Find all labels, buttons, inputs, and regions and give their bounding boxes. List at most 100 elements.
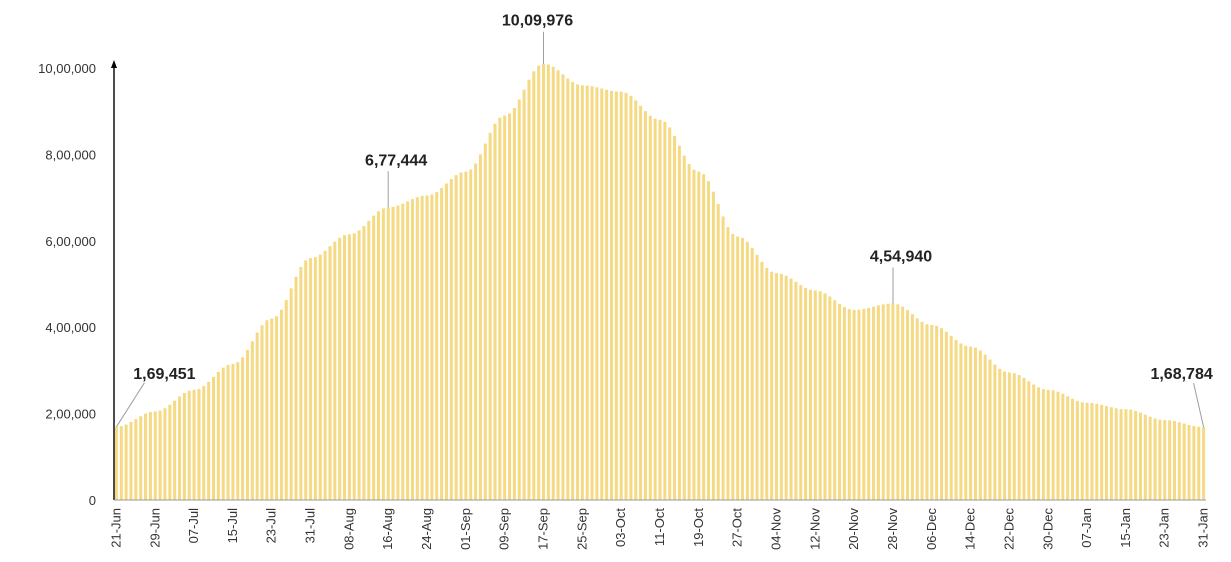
bar bbox=[964, 345, 968, 500]
bar bbox=[784, 275, 788, 500]
bar bbox=[862, 308, 866, 500]
bar bbox=[765, 267, 769, 500]
bar bbox=[124, 424, 128, 500]
bar bbox=[1095, 403, 1099, 500]
bar bbox=[779, 273, 783, 500]
bar bbox=[173, 400, 177, 500]
data-labels: 1,69,451 6,77,444 10,09,976 4,54,940 1,68,78… bbox=[115, 13, 1213, 428]
data-label: 1,68,784 bbox=[1150, 366, 1212, 383]
bar bbox=[270, 318, 274, 500]
bar bbox=[634, 100, 638, 501]
bar bbox=[522, 89, 526, 501]
bar bbox=[1182, 423, 1186, 500]
bar bbox=[580, 85, 584, 500]
bar bbox=[144, 413, 148, 500]
bar bbox=[129, 422, 133, 500]
bar bbox=[770, 271, 774, 500]
bar bbox=[998, 368, 1002, 500]
bar bbox=[367, 220, 371, 500]
bar bbox=[216, 371, 220, 500]
y-tick-label: 0 bbox=[89, 493, 96, 508]
bar bbox=[1075, 400, 1079, 500]
bar bbox=[585, 85, 589, 500]
x-tick-label: 01-Sep bbox=[458, 508, 473, 550]
bar bbox=[454, 175, 458, 500]
bar bbox=[309, 258, 313, 500]
y-axis-arrow-icon bbox=[111, 60, 117, 68]
bar bbox=[838, 303, 842, 500]
bar bbox=[391, 206, 395, 500]
bar bbox=[910, 314, 914, 500]
bar bbox=[711, 191, 715, 500]
bar bbox=[1007, 372, 1011, 500]
bar bbox=[275, 316, 279, 500]
bar bbox=[920, 321, 924, 500]
bar bbox=[1134, 410, 1138, 500]
bar bbox=[1041, 389, 1045, 500]
x-tick-label: 15-Jan bbox=[1118, 508, 1133, 548]
x-tick-label: 06-Dec bbox=[924, 508, 939, 550]
y-tick-label: 4,00,000 bbox=[45, 320, 96, 335]
bar bbox=[876, 305, 880, 500]
bar bbox=[556, 70, 560, 500]
bar bbox=[1114, 408, 1118, 500]
bar bbox=[153, 411, 157, 500]
bar bbox=[1172, 421, 1176, 500]
bar bbox=[930, 325, 934, 500]
x-tick-label: 08-Aug bbox=[341, 508, 356, 550]
bar bbox=[915, 318, 919, 500]
data-label: 6,77,444 bbox=[365, 152, 427, 169]
bar bbox=[561, 74, 565, 501]
bar bbox=[852, 309, 856, 500]
bar bbox=[299, 266, 303, 500]
bar bbox=[202, 386, 206, 500]
bar bbox=[687, 164, 691, 500]
y-tick-label: 8,00,000 bbox=[45, 147, 96, 162]
bar bbox=[677, 145, 681, 500]
bar bbox=[774, 273, 778, 500]
bar bbox=[377, 211, 381, 501]
bar bbox=[939, 328, 943, 500]
bar bbox=[993, 364, 997, 500]
bar bbox=[736, 236, 740, 501]
bar bbox=[386, 207, 390, 500]
x-tick-label: 14-Dec bbox=[963, 508, 978, 550]
bar bbox=[842, 307, 846, 500]
bar bbox=[983, 354, 987, 500]
bar bbox=[226, 364, 230, 500]
bar bbox=[1022, 377, 1026, 500]
bar bbox=[313, 257, 317, 500]
bar bbox=[1168, 420, 1172, 500]
x-tick-label: 03-Oct bbox=[613, 508, 628, 547]
bar bbox=[546, 64, 550, 500]
bar bbox=[1037, 387, 1041, 500]
bar bbox=[799, 285, 803, 500]
bar bbox=[590, 86, 594, 500]
bar bbox=[658, 119, 662, 500]
bar bbox=[571, 82, 575, 501]
bar bbox=[168, 404, 172, 500]
bar bbox=[435, 191, 439, 500]
bar bbox=[1138, 412, 1142, 500]
bar bbox=[697, 171, 701, 500]
bar bbox=[255, 332, 259, 500]
bar bbox=[906, 310, 910, 500]
y-tick-labels: 0 2,00,000 4,00,000 6,00,000 8,00,000 10,00,0… bbox=[38, 61, 96, 508]
bar bbox=[1100, 404, 1104, 500]
bar bbox=[182, 393, 186, 500]
bar bbox=[1192, 426, 1196, 500]
bar bbox=[328, 246, 332, 500]
bar bbox=[857, 309, 861, 500]
bar bbox=[1090, 403, 1094, 500]
bar bbox=[279, 309, 283, 500]
bar bbox=[357, 230, 361, 500]
bar bbox=[726, 226, 730, 501]
bar bbox=[575, 84, 579, 501]
data-label: 1,69,451 bbox=[133, 366, 195, 383]
bar bbox=[304, 260, 308, 500]
bar bbox=[1202, 427, 1206, 500]
x-tick-label: 19-Oct bbox=[691, 508, 706, 547]
y-tick-label: 6,00,000 bbox=[45, 234, 96, 249]
bar bbox=[643, 111, 647, 501]
